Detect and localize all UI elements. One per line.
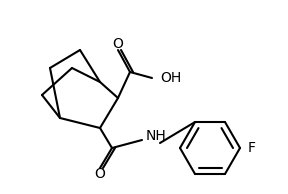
Text: F: F xyxy=(248,141,256,155)
Text: OH: OH xyxy=(160,71,181,85)
Text: NH: NH xyxy=(146,129,167,143)
Text: O: O xyxy=(113,37,124,51)
Text: O: O xyxy=(94,167,105,181)
